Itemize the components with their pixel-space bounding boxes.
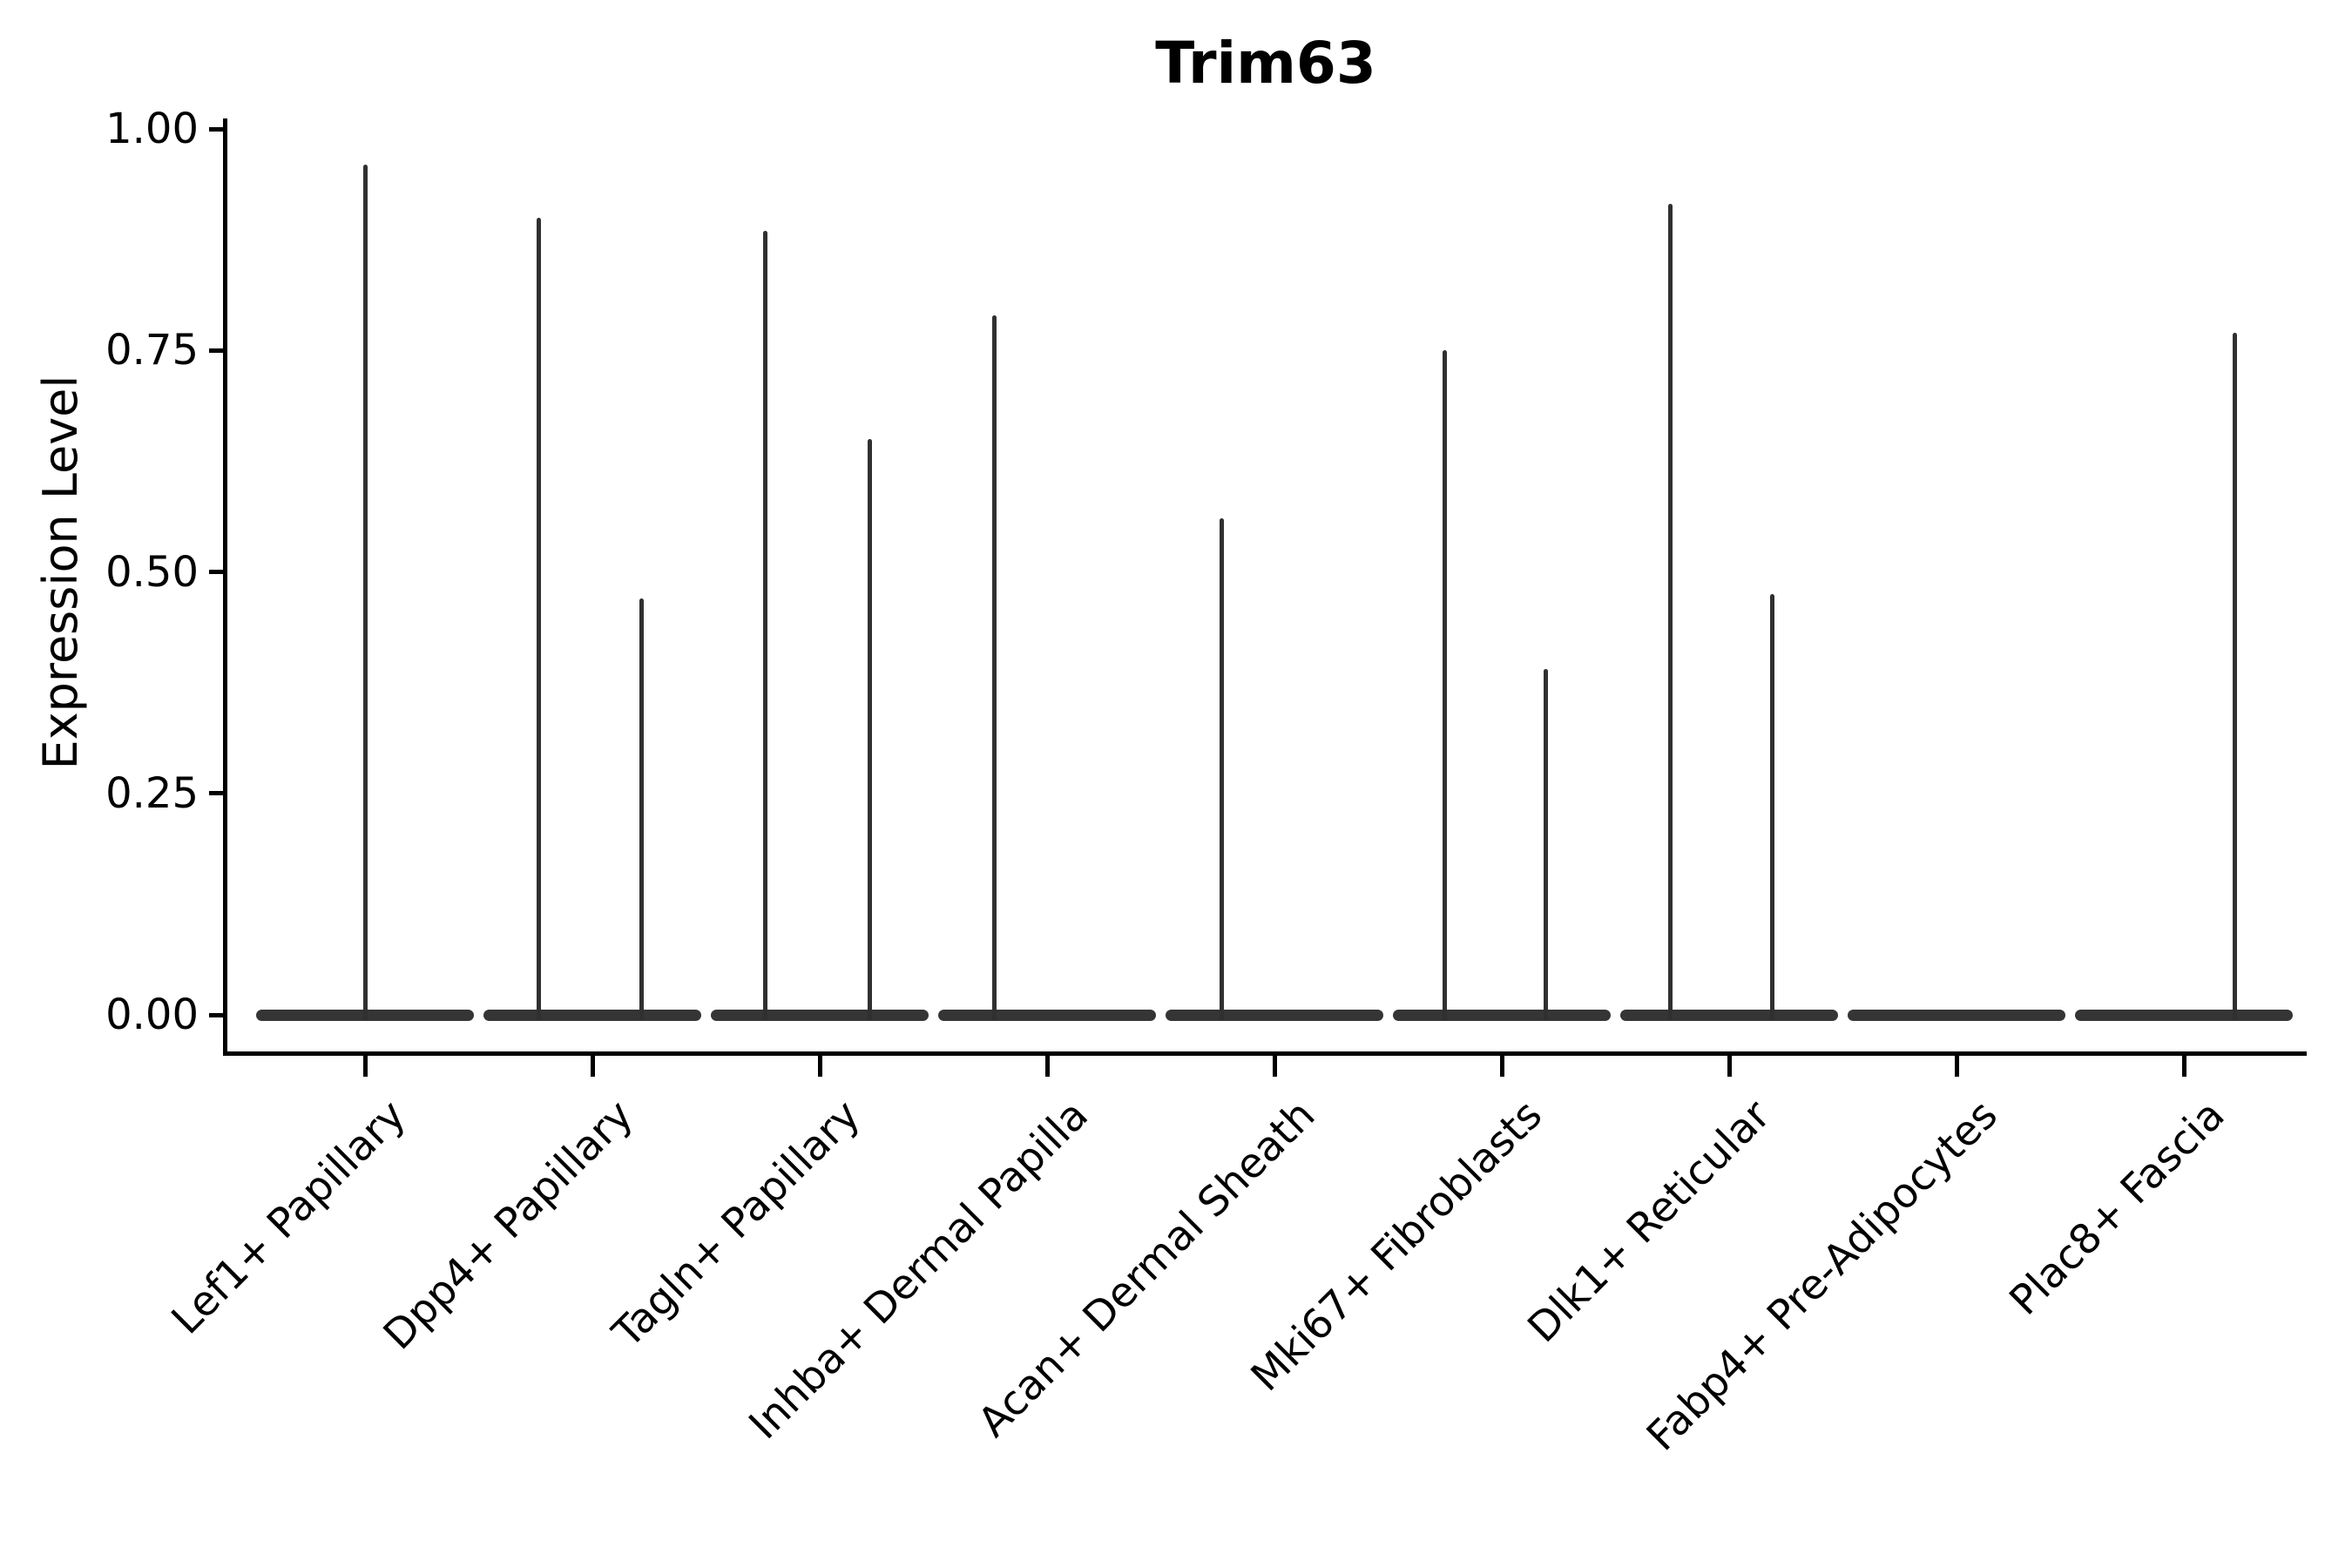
violin-body xyxy=(938,1009,1156,1021)
violin-spike xyxy=(639,598,644,1021)
violin-spike xyxy=(362,164,368,1021)
x-tick-mark xyxy=(1272,1056,1277,1077)
violin-spike xyxy=(1667,204,1673,1021)
violin-body xyxy=(711,1009,929,1021)
x-tick-label: Dpp4+ Papillary xyxy=(374,1091,643,1360)
violin-spike xyxy=(1442,350,1447,1021)
violin-body xyxy=(1620,1009,1838,1021)
y-tick-mark xyxy=(209,1012,223,1017)
x-axis-spine xyxy=(223,1051,2307,1056)
violin-spike xyxy=(536,217,541,1021)
violin-spike xyxy=(1219,518,1224,1021)
y-axis-spine xyxy=(223,118,227,1056)
x-tick-mark xyxy=(590,1056,595,1077)
violin-body xyxy=(1166,1009,1383,1021)
y-tick-mark xyxy=(209,791,223,796)
x-tick-label: Dlk1+ Reticular xyxy=(1518,1091,1780,1353)
violin-spike xyxy=(867,438,872,1021)
y-tick-label: 0.75 xyxy=(105,326,199,375)
x-tick-mark xyxy=(1044,1056,1050,1077)
y-tick-label: 0.00 xyxy=(105,990,199,1039)
violin-spike xyxy=(1769,593,1774,1021)
violin-spike xyxy=(1543,669,1548,1021)
x-tick-mark xyxy=(817,1056,822,1077)
y-tick-label: 0.50 xyxy=(105,547,199,597)
y-tick-label: 0.25 xyxy=(105,768,199,818)
x-tick-label: Plac8+ Fascia xyxy=(2000,1091,2234,1325)
y-tick-mark xyxy=(209,126,223,132)
y-tick-mark xyxy=(209,348,223,353)
violin-body xyxy=(483,1009,701,1021)
violin-body xyxy=(1393,1009,1611,1021)
violin-body xyxy=(1848,1009,2065,1021)
x-tick-label: Lef1+ Papillary xyxy=(162,1091,416,1344)
y-tick-mark xyxy=(209,570,223,574)
x-tick-mark xyxy=(2181,1056,2186,1077)
plot-title: Trim63 xyxy=(1155,30,1376,97)
x-tick-mark xyxy=(1727,1056,1732,1077)
violin-body xyxy=(2075,1009,2293,1021)
x-tick-mark xyxy=(1954,1056,1959,1077)
y-tick-label: 1.00 xyxy=(105,105,199,153)
violin-spike xyxy=(991,314,997,1021)
violin-spike xyxy=(2232,332,2237,1021)
x-tick-mark xyxy=(1499,1056,1504,1077)
x-tick-mark xyxy=(362,1056,368,1077)
x-tick-label: Tagln+ Papillary xyxy=(604,1091,870,1357)
violin-spike xyxy=(762,230,767,1021)
